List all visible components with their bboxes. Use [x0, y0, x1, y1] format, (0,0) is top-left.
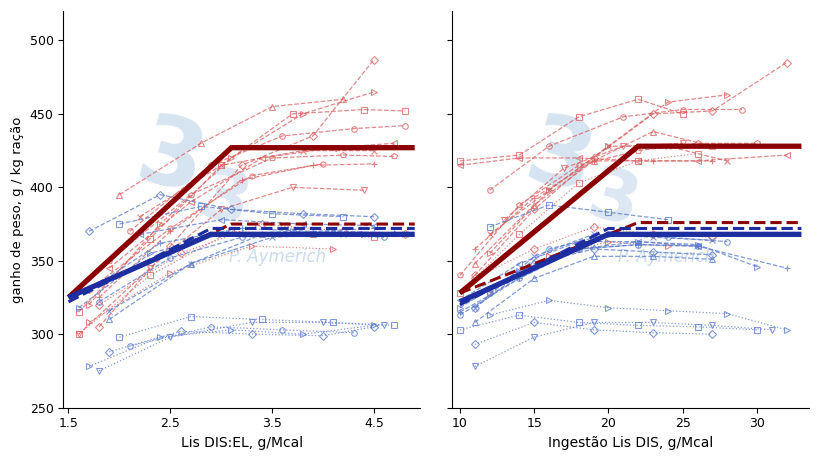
Text: 3: 3: [126, 109, 214, 215]
Text: 3: 3: [515, 109, 602, 215]
Text: 3: 3: [579, 162, 645, 241]
Text: 3: 3: [190, 162, 256, 241]
Text: P. Aymerich: P. Aymerich: [229, 248, 325, 266]
X-axis label: Ingestão Lis DIS, g/Mcal: Ingestão Lis DIS, g/Mcal: [547, 436, 713, 450]
Text: P. Aymerich: P. Aymerich: [617, 248, 714, 266]
X-axis label: Lis DIS:EL, g/Mcal: Lis DIS:EL, g/Mcal: [180, 436, 302, 450]
Y-axis label: ganho de peso, g / kg ração: ganho de peso, g / kg ração: [11, 116, 24, 302]
